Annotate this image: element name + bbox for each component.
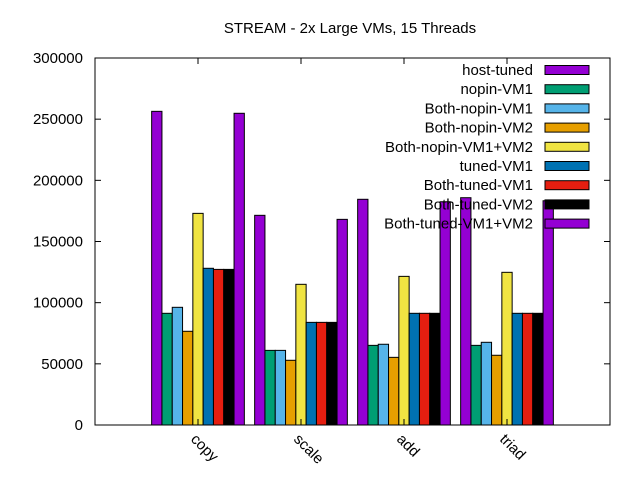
bar-both-tuned-vm1-vm2-add bbox=[439, 201, 451, 426]
bar-host-tuned-copy bbox=[151, 110, 163, 426]
legend-label: tuned-VM1 bbox=[460, 158, 533, 175]
legend-entry: Both-tuned-VM1 bbox=[424, 177, 590, 194]
bar-tuned-vm1-add bbox=[408, 312, 420, 426]
bar-both-tuned-vm1-scale bbox=[315, 321, 328, 426]
legend-entry: tuned-VM1 bbox=[460, 158, 590, 175]
legend-entry: Both-tuned-VM1+VM2 bbox=[384, 216, 590, 233]
bar-both-nopin-vm1-vm2-copy bbox=[192, 212, 204, 426]
legend-entry: Both-tuned-VM2 bbox=[424, 196, 590, 213]
bar-both-nopin-vm2-copy bbox=[182, 330, 194, 426]
legend-swatch bbox=[544, 180, 590, 191]
y-tick-label: 50000 bbox=[41, 356, 83, 373]
legend-swatch bbox=[544, 141, 590, 152]
bar-both-nopin-vm1-add bbox=[377, 343, 390, 426]
bar-both-tuned-vm2-triad bbox=[532, 312, 544, 426]
bar-both-nopin-vm2-triad bbox=[491, 354, 503, 426]
bar-both-tuned-vm1-copy bbox=[212, 268, 225, 426]
legend-swatch bbox=[544, 65, 590, 75]
bar-both-nopin-vm1-copy bbox=[171, 306, 184, 426]
y-tick-label: 0 bbox=[75, 417, 83, 434]
legend-swatch bbox=[544, 122, 590, 133]
bar-nopin-vm1-triad bbox=[470, 344, 482, 426]
bar-both-tuned-vm1-add bbox=[418, 312, 431, 426]
legend-swatch bbox=[544, 218, 590, 229]
bar-both-tuned-vm1-vm2-triad bbox=[542, 200, 554, 426]
x-tick-label-add: add bbox=[393, 431, 423, 461]
bar-host-tuned-add bbox=[357, 198, 369, 426]
bar-both-nopin-vm1-vm2-triad bbox=[501, 271, 513, 426]
x-tick-label-triad: triad bbox=[496, 431, 529, 464]
x-tick-label-scale: scale bbox=[290, 431, 327, 468]
bar-both-tuned-vm1-vm2-copy bbox=[233, 112, 245, 426]
bar-both-nopin-vm1-vm2-scale bbox=[295, 283, 307, 426]
bar-tuned-vm1-scale bbox=[305, 321, 317, 426]
bar-both-tuned-vm2-copy bbox=[223, 268, 235, 426]
bar-tuned-vm1-copy bbox=[202, 267, 214, 426]
bar-host-tuned-scale bbox=[254, 214, 266, 426]
bar-both-nopin-vm2-add bbox=[388, 356, 400, 426]
legend-label: Both-tuned-VM1+VM2 bbox=[384, 216, 533, 233]
legend-label: Both-tuned-VM2 bbox=[424, 196, 533, 213]
legend-entry: Both-nopin-VM1+VM2 bbox=[385, 139, 590, 156]
legend-swatch bbox=[544, 161, 590, 171]
y-tick-label: 300000 bbox=[33, 50, 83, 67]
legend-swatch bbox=[544, 84, 590, 95]
x-tick-label-copy: copy bbox=[187, 431, 222, 466]
legend-label: nopin-VM1 bbox=[460, 81, 533, 98]
chart-title: STREAM - 2x Large VMs, 15 Threads bbox=[224, 20, 476, 37]
bar-both-nopin-vm1-triad bbox=[480, 341, 493, 426]
legend-entry: Both-nopin-VM2 bbox=[425, 120, 590, 137]
bar-tuned-vm1-triad bbox=[511, 312, 523, 426]
y-tick-label: 250000 bbox=[33, 111, 83, 128]
legend-label: Both-tuned-VM1 bbox=[424, 177, 533, 194]
bar-both-nopin-vm1-vm2-add bbox=[398, 275, 410, 426]
bar-both-tuned-vm1-triad bbox=[521, 312, 534, 426]
bar-nopin-vm1-add bbox=[367, 344, 379, 426]
bar-both-tuned-vm1-vm2-scale bbox=[336, 218, 348, 426]
legend-entry: host-tuned bbox=[462, 62, 590, 79]
bar-nopin-vm1-copy bbox=[161, 312, 173, 426]
legend-entry: Both-nopin-VM1 bbox=[425, 100, 590, 117]
bar-both-nopin-vm1-scale bbox=[274, 349, 287, 426]
y-tick-label: 150000 bbox=[33, 234, 83, 251]
legend-label: Both-nopin-VM1 bbox=[425, 100, 533, 117]
legend-swatch bbox=[544, 199, 590, 210]
bar-both-tuned-vm2-scale bbox=[326, 321, 338, 426]
bar-both-tuned-vm2-add bbox=[429, 312, 441, 426]
legend-label: Both-nopin-VM1+VM2 bbox=[385, 139, 533, 156]
legend-label: Both-nopin-VM2 bbox=[425, 120, 533, 137]
y-tick-label: 200000 bbox=[33, 172, 83, 189]
bar-nopin-vm1-scale bbox=[264, 349, 276, 426]
legend-swatch bbox=[544, 103, 590, 114]
legend-entry: nopin-VM1 bbox=[460, 81, 590, 98]
y-tick-label: 100000 bbox=[33, 295, 83, 312]
legend-label: host-tuned bbox=[462, 62, 533, 79]
bar-both-nopin-vm2-scale bbox=[285, 359, 297, 426]
